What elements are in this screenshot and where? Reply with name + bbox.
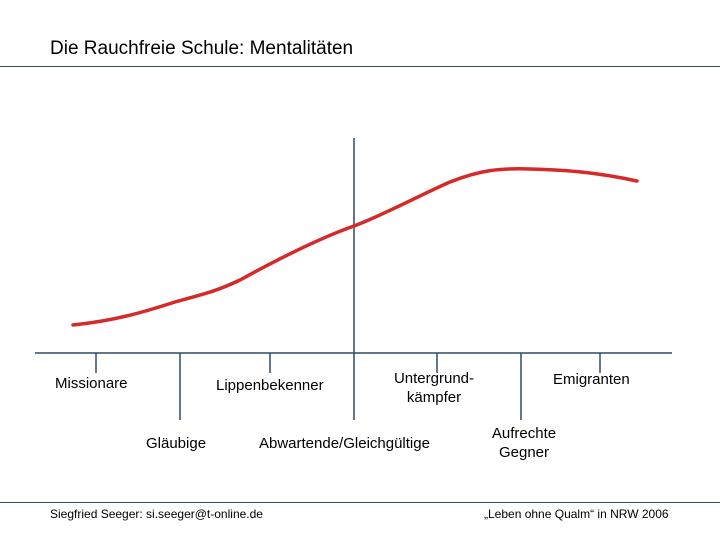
label-untergrundkaempfer-line1: Untergrund- [393,370,475,387]
page-title: Die Rauchfreie Schule: Mentalitäten [50,38,354,59]
title-divider [0,66,720,67]
label-aufrechte-gegner-line2: Gegner [498,444,550,461]
footer-author: Siegfried Seeger: si.seeger@t-online.de [50,507,263,521]
label-untergrundkaempfer-line2: kämpfer [406,389,462,406]
label-abwartende: Abwartende/Gleichgültige [259,435,430,452]
label-untergrundkaempfer: Untergrund- kämpfer [374,369,494,407]
label-glaeubige: Gläubige [146,435,207,452]
label-emigranten: Emigranten [553,371,630,388]
footer-event: „Leben ohne Qualm“ in NRW 2006 [484,507,669,521]
label-aufrechte-gegner-line1: Aufrechte [491,425,557,442]
footer-divider [0,502,720,503]
mentality-curve [71,167,639,327]
label-lippenbekenner: Lippenbekenner [216,377,324,394]
label-aufrechte-gegner: Aufrechte Gegner [474,424,574,462]
label-missionare: Missionare [55,375,128,392]
